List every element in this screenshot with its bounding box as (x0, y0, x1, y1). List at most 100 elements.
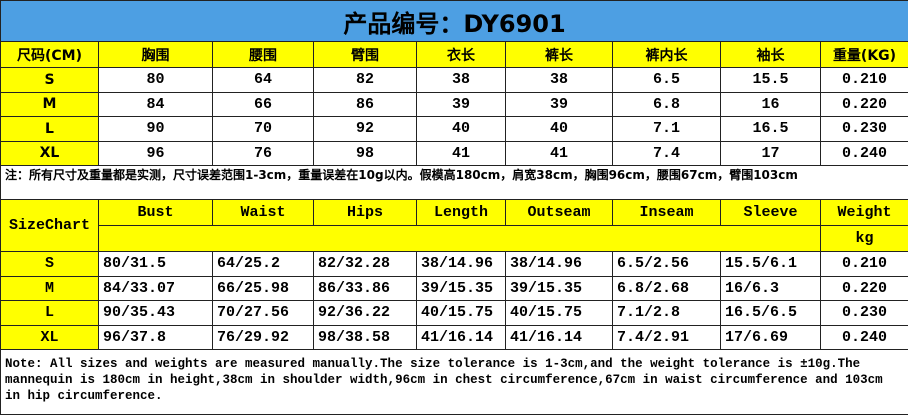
value-cell: 92 (313, 116, 417, 142)
table-row: XL 96/37.8 76/29.92 98/38.58 41/16.14 41/16.1… (0, 324, 908, 350)
value-cell: 0.220 (819, 275, 908, 301)
value-cell: 16 (720, 91, 821, 117)
value-cell: 86 (313, 91, 417, 117)
value-cell: 76/29.92 (212, 324, 314, 350)
size-cell: S (0, 67, 99, 93)
header-cell: 腰围 (212, 41, 314, 68)
value-cell: 76 (212, 140, 314, 166)
value-cell: 40/15.75 (505, 300, 613, 326)
value-cell: 16.5 (720, 116, 821, 142)
table-row: S 80/31.5 64/25.2 82/32.28 38/14.96 38/14.96 6… (0, 251, 908, 277)
table-row: L 90 70 92 40 40 7.1 16.5 0.230 (0, 116, 908, 142)
header-cell: Length (416, 199, 506, 226)
value-cell: 41 (416, 140, 506, 166)
value-cell: 6.8 (612, 91, 721, 117)
value-cell: 15.5/6.1 (720, 251, 821, 277)
header-cell: Hips (313, 199, 417, 226)
value-cell: 6.8/2.68 (612, 275, 721, 301)
table-row: M 84 66 86 39 39 6.8 16 0.220 (0, 91, 908, 117)
value-cell: 86/33.86 (313, 275, 417, 301)
table-row: 尺码(CM) 胸围 腰围 臂围 衣长 裤长 裤内长 袖长 重量(KG) (0, 41, 908, 68)
note: Note: All sizes and weights are measured… (0, 349, 908, 415)
value-cell: 80 (98, 67, 213, 93)
header-cell: 胸围 (98, 41, 213, 68)
table-row: 注：所有尺寸及重量都是实测，尺寸误差范围1-3cm，重量误差在10g以内。假模高… (0, 165, 908, 200)
value-cell: 64/25.2 (212, 251, 314, 277)
value-cell: 40 (416, 116, 506, 142)
size-cell: L (0, 116, 99, 142)
value-cell: 98/38.58 (313, 324, 417, 350)
value-cell: 38/14.96 (505, 251, 613, 277)
table-row: XL 96 76 98 41 41 7.4 17 0.240 (0, 140, 908, 166)
size-cell: M (0, 91, 99, 117)
table-row: S 80 64 82 38 38 6.5 15.5 0.210 (0, 67, 908, 93)
table-row: SizeChart Bust Waist Hips Length Outseam Insea… (0, 199, 908, 252)
table-row: M 84/33.07 66/25.98 86/33.86 39/15.35 39/15.3… (0, 275, 908, 301)
value-cell: 38/14.96 (416, 251, 506, 277)
header-cell: Bust (98, 199, 213, 226)
value-cell: 66 (212, 91, 314, 117)
value-cell: 84 (98, 91, 213, 117)
value-cell: 41/16.14 (416, 324, 506, 350)
value-cell: 17/6.69 (720, 324, 821, 350)
value-cell: 39 (505, 91, 613, 117)
value-cell: 38 (505, 67, 613, 93)
header-cell: 尺码(CM) (0, 41, 99, 68)
value-cell: 96/37.8 (98, 324, 213, 350)
size-cell: S (0, 251, 99, 277)
unit-cell: kg (819, 225, 908, 252)
header-cell: 衣长 (416, 41, 506, 68)
value-cell: 84/33.07 (98, 275, 213, 301)
value-cell: 96 (98, 140, 213, 166)
size-cell: L (0, 300, 99, 326)
header-cell: 臂围 (313, 41, 417, 68)
size-cell: M (0, 275, 99, 301)
header-cell: 重量(KG) (819, 41, 908, 68)
value-cell: 66/25.98 (212, 275, 314, 301)
value-cell: 64 (212, 67, 314, 93)
value-cell: 0.240 (819, 324, 908, 350)
value-cell: 90 (98, 116, 213, 142)
value-cell: 0.230 (819, 116, 908, 142)
value-cell: 70 (212, 116, 314, 142)
header-cell: Sleeve (720, 199, 821, 226)
header-cell: 裤长 (505, 41, 613, 68)
value-cell: 17 (720, 140, 821, 166)
value-cell: 40 (505, 116, 613, 142)
value-cell: 6.5/2.56 (612, 251, 721, 277)
value-cell: 92/36.22 (313, 300, 417, 326)
value-cell: 39/15.35 (416, 275, 506, 301)
header-cell: 袖长 (720, 41, 821, 68)
header-cell: SizeChart (0, 199, 99, 252)
note: 注：所有尺寸及重量都是实测，尺寸误差范围1-3cm，重量误差在10g以内。假模高… (0, 165, 908, 200)
value-cell: 7.4 (612, 140, 721, 166)
value-cell: 0.210 (819, 251, 908, 277)
value-cell: 7.1 (612, 116, 721, 142)
header-cell: Waist (212, 199, 314, 226)
table-row: Note: All sizes and weights are measured… (0, 349, 908, 415)
value-cell: 41/16.14 (505, 324, 613, 350)
value-cell: 82/32.28 (313, 251, 417, 277)
value-cell: 6.5 (612, 67, 721, 93)
value-cell: 70/27.56 (212, 300, 314, 326)
table-row: L 90/35.43 70/27.56 92/36.22 40/15.75 40/15.7… (0, 300, 908, 326)
header-filler (98, 225, 821, 252)
value-cell: 40/15.75 (416, 300, 506, 326)
size-cell: XL (0, 140, 99, 166)
size-cell: XL (0, 324, 99, 350)
value-cell: 90/35.43 (98, 300, 213, 326)
header-cell: Inseam (612, 199, 721, 226)
value-cell: 80/31.5 (98, 251, 213, 277)
value-cell: 39 (416, 91, 506, 117)
value-cell: 0.240 (819, 140, 908, 166)
value-cell: 41 (505, 140, 613, 166)
value-cell: 82 (313, 67, 417, 93)
header-cell: Weight (819, 199, 908, 226)
value-cell: 7.4/2.91 (612, 324, 721, 350)
value-cell: 7.1/2.8 (612, 300, 721, 326)
table-title: 产品编号：DY6901 (0, 0, 908, 42)
value-cell: 16/6.3 (720, 275, 821, 301)
value-cell: 0.230 (819, 300, 908, 326)
